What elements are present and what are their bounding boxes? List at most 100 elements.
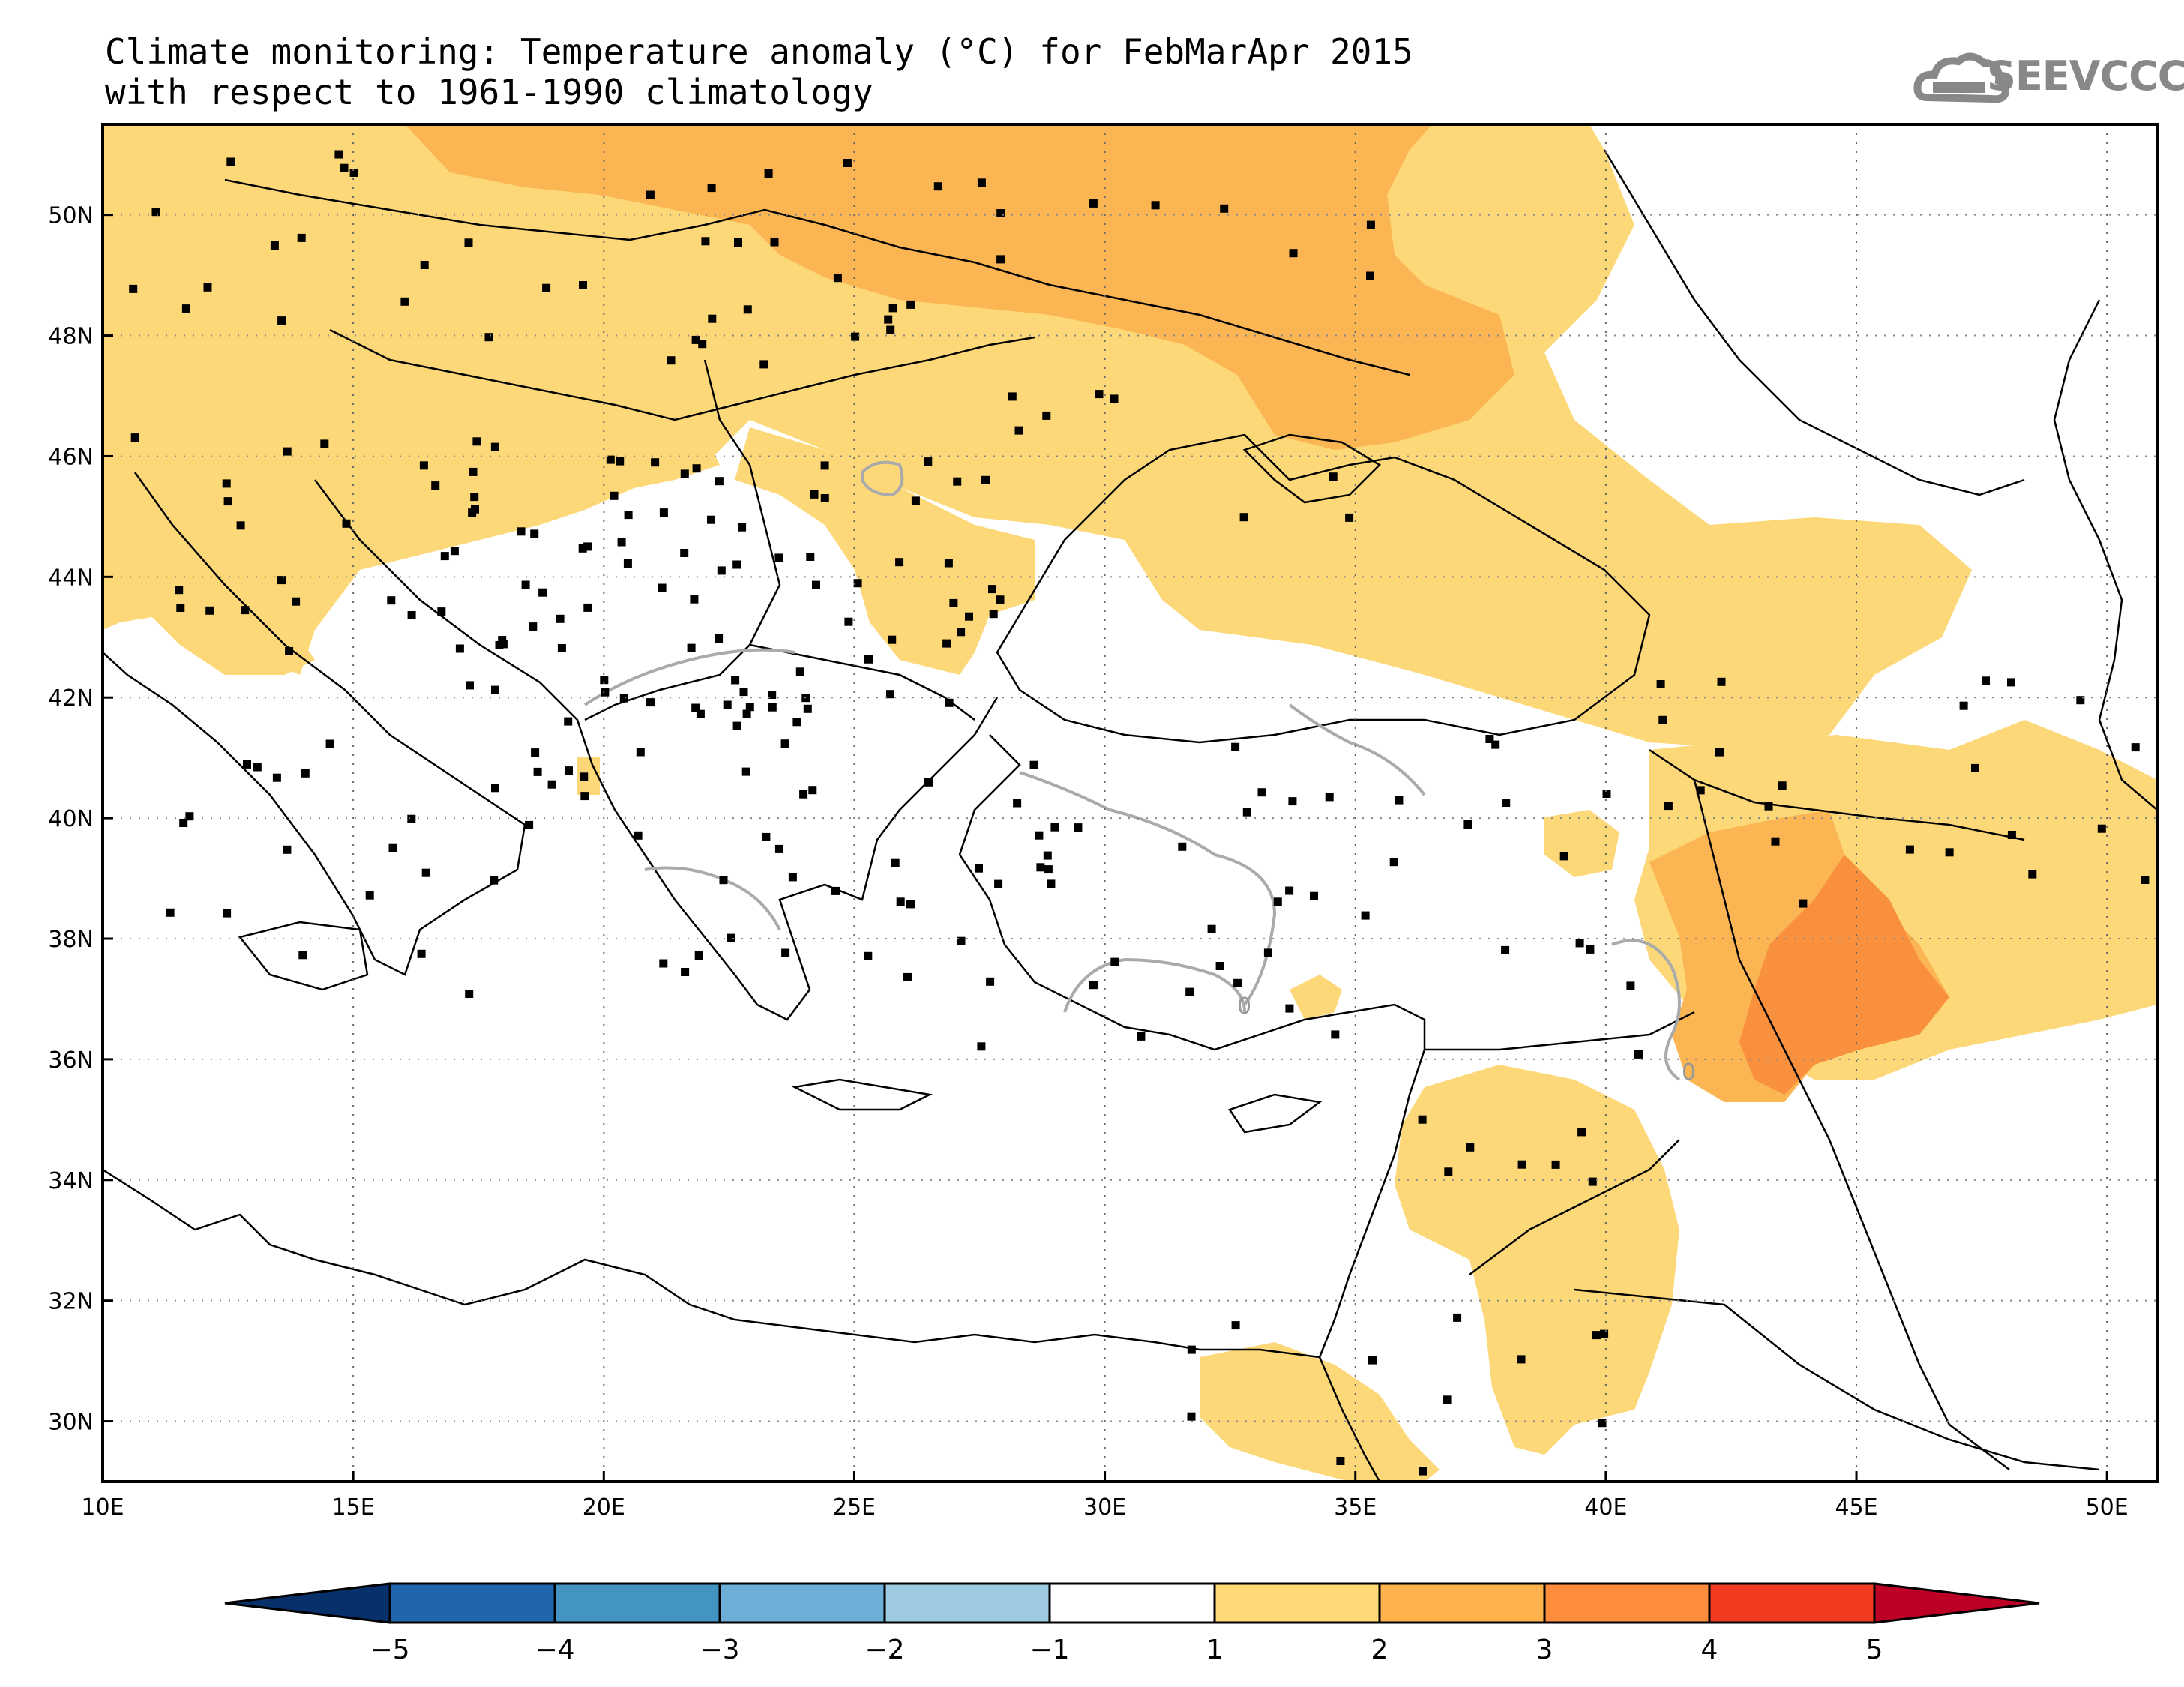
station-marker xyxy=(658,583,667,592)
anomaly-area-1to2-north xyxy=(103,124,1972,750)
station-marker xyxy=(241,606,250,615)
station-marker xyxy=(788,873,797,882)
station-marker xyxy=(996,255,1005,264)
station-marker xyxy=(851,332,860,341)
station-marker xyxy=(1658,715,1667,724)
station-marker xyxy=(1602,790,1611,798)
station-marker xyxy=(270,241,279,250)
station-marker xyxy=(285,646,294,655)
levant-coast xyxy=(1318,1049,1426,1358)
station-marker xyxy=(547,780,556,789)
station-marker xyxy=(1285,1004,1294,1013)
station-marker xyxy=(1517,1160,1526,1169)
station-marker xyxy=(130,433,139,442)
station-marker xyxy=(774,553,783,562)
anomaly-area-1to2-italy xyxy=(103,375,315,675)
station-marker xyxy=(942,639,951,648)
lon-tick-label: 45E xyxy=(1835,1494,1877,1521)
station-marker xyxy=(646,190,655,199)
country-border-2 xyxy=(329,328,1035,421)
station-marker xyxy=(1575,939,1584,948)
station-marker xyxy=(975,864,983,873)
station-marker xyxy=(1419,1467,1427,1476)
station-marker xyxy=(181,304,190,313)
station-marker xyxy=(989,610,998,619)
station-marker xyxy=(236,521,245,530)
country-border-9 xyxy=(1574,1288,2100,1471)
lat-tick-label: 36N xyxy=(48,1047,94,1074)
station-marker xyxy=(578,544,587,553)
anomaly-area-1to2-turkey-south xyxy=(1290,975,1342,1020)
lon-tick-label: 20E xyxy=(583,1494,625,1521)
station-marker xyxy=(896,897,905,906)
station-marker xyxy=(490,876,499,885)
colorbar-label: 2 xyxy=(1371,1635,1389,1665)
station-marker xyxy=(986,977,995,986)
station-marker xyxy=(1036,863,1045,872)
lon-tick-label: 10E xyxy=(81,1494,124,1521)
station-marker xyxy=(1215,962,1224,970)
station-marker xyxy=(1771,837,1780,846)
lon-tick-label: 50E xyxy=(2086,1494,2129,1521)
anomaly-area-1to2-levant xyxy=(1395,1065,1679,1455)
station-marker xyxy=(903,972,912,981)
station-marker xyxy=(129,284,138,293)
station-marker xyxy=(417,949,426,958)
station-marker xyxy=(1598,1419,1607,1428)
station-marker xyxy=(1310,891,1318,900)
station-marker xyxy=(431,481,440,490)
station-marker xyxy=(185,812,194,821)
station-marker xyxy=(1664,802,1673,811)
station-marker xyxy=(734,238,742,247)
station-marker xyxy=(680,469,689,478)
station-marker xyxy=(525,820,534,829)
station-marker xyxy=(556,614,565,623)
station-marker xyxy=(781,948,790,957)
colorbar-label: 5 xyxy=(1866,1635,1883,1665)
station-marker xyxy=(1656,680,1665,688)
station-marker xyxy=(1600,1329,1609,1338)
station-marker xyxy=(808,786,817,795)
station-marker xyxy=(646,698,655,707)
station-marker xyxy=(580,792,589,801)
station-marker xyxy=(1220,204,1229,213)
station-marker xyxy=(583,603,592,612)
station-marker xyxy=(491,685,499,694)
station-marker xyxy=(1042,411,1051,420)
anomaly-area-2to3-ukraine xyxy=(405,124,1514,450)
station-marker xyxy=(579,281,587,289)
station-marker xyxy=(616,457,625,466)
station-marker xyxy=(1444,1167,1453,1176)
lon-tick-label: 40E xyxy=(1584,1494,1627,1521)
station-marker xyxy=(945,698,954,707)
station-marker xyxy=(1239,513,1248,522)
station-marker xyxy=(833,274,842,283)
station-marker xyxy=(272,773,281,782)
station-marker xyxy=(624,511,633,520)
station-marker xyxy=(667,356,676,365)
anomaly-area-1to2-romania xyxy=(735,427,1035,675)
station-marker xyxy=(222,479,231,488)
station-marker xyxy=(701,237,710,246)
station-marker xyxy=(1029,760,1038,769)
station-marker xyxy=(636,748,645,757)
station-marker xyxy=(340,163,349,172)
lon-tick-label: 15E xyxy=(332,1494,375,1521)
station-marker xyxy=(1089,199,1098,208)
station-marker xyxy=(957,936,966,945)
station-marker xyxy=(277,316,286,325)
colorbar-label: −5 xyxy=(370,1635,409,1665)
station-marker xyxy=(906,300,915,309)
station-marker xyxy=(1074,823,1083,832)
station-marker xyxy=(1345,513,1354,522)
lat-tick-label: 50N xyxy=(48,203,94,229)
station-marker xyxy=(1717,677,1726,686)
lat-tick-label: 32N xyxy=(48,1289,94,1315)
station-marker xyxy=(166,908,175,917)
russia-border xyxy=(1603,149,2025,496)
station-marker xyxy=(745,703,754,712)
station-marker xyxy=(1288,797,1297,806)
colorbar-min-arrow xyxy=(224,1582,391,1624)
station-marker xyxy=(1395,796,1404,805)
